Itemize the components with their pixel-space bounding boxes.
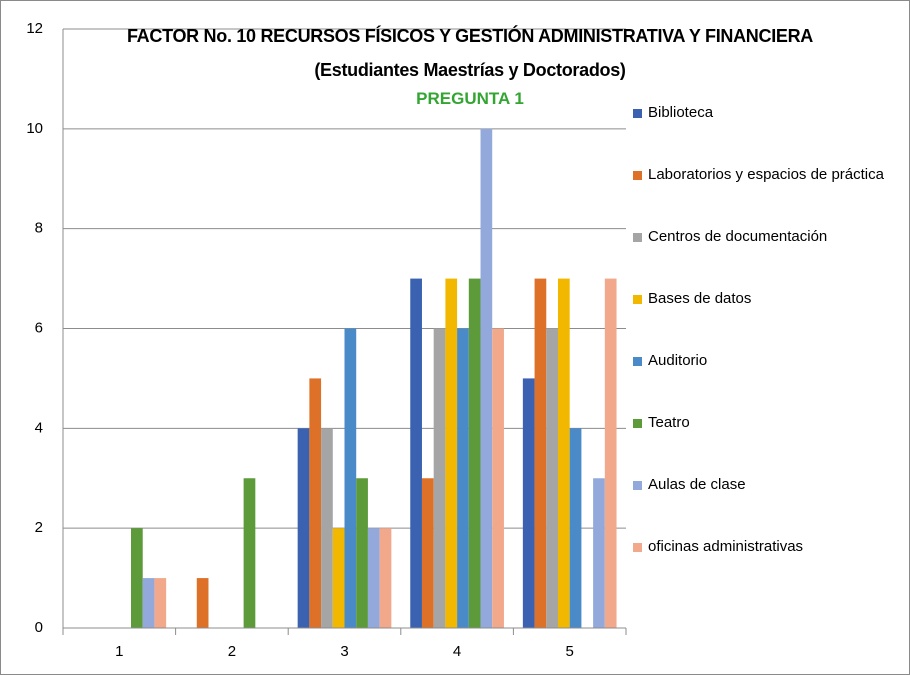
bar	[433, 328, 446, 628]
legend-swatch	[633, 419, 642, 428]
bar	[131, 528, 143, 628]
bar	[297, 428, 310, 628]
bar	[344, 328, 357, 628]
bar	[522, 378, 535, 628]
legend-item: Laboratorios y espacios de práctica	[633, 163, 903, 187]
bar	[379, 528, 392, 628]
y-tick-label: 8	[35, 220, 43, 237]
legend-label: Centros de documentación	[648, 228, 828, 245]
bar	[196, 578, 209, 628]
bar	[142, 578, 155, 628]
bar	[421, 478, 434, 628]
bar	[309, 378, 322, 628]
legend-item: Teatro	[633, 411, 903, 435]
bar	[457, 328, 469, 628]
bar	[154, 578, 167, 628]
y-tick-label: 2	[35, 519, 43, 536]
legend-item: oficinas administrativas	[633, 535, 903, 559]
bar	[367, 528, 380, 628]
y-tick-label: 4	[35, 419, 43, 436]
legend-swatch	[633, 171, 642, 180]
legend-label: Bases de datos	[648, 290, 752, 307]
x-tick-label: 5	[566, 643, 574, 660]
bar	[557, 278, 570, 628]
legend-swatch	[633, 357, 642, 366]
bar	[445, 278, 458, 628]
bar	[534, 278, 547, 628]
chart-title: FACTOR No. 10 RECURSOS FÍSICOS Y GESTIÓN…	[126, 26, 814, 80]
x-tick-label: 3	[340, 643, 348, 660]
legend-swatch	[633, 233, 642, 242]
bar	[243, 478, 256, 628]
bar	[410, 278, 422, 628]
bar	[332, 528, 345, 628]
legend-item: Auditorio	[633, 349, 903, 373]
legend-swatch	[633, 295, 642, 304]
chart-subtitle: PREGUNTA 1	[416, 89, 524, 108]
y-tick-label: 12	[26, 20, 43, 37]
legend-item: Bases de datos	[633, 287, 903, 311]
legend-item: Aulas de clase	[633, 473, 903, 497]
bar	[593, 478, 605, 628]
legend-label: Laboratorios y espacios de práctica	[648, 166, 884, 183]
x-tick-label: 4	[453, 643, 461, 660]
x-tick-label: 2	[228, 643, 236, 660]
bar	[604, 278, 617, 628]
bar	[356, 478, 368, 628]
bar	[492, 328, 504, 628]
bar	[569, 428, 582, 628]
legend-label: Biblioteca	[648, 104, 714, 121]
legend-item: Biblioteca	[633, 101, 903, 125]
legend-label: Teatro	[648, 414, 690, 431]
legend-label: Auditorio	[648, 352, 708, 369]
bar	[546, 328, 558, 628]
legend-label: Aulas de clase	[648, 476, 746, 493]
legend-label: oficinas administrativas	[648, 538, 804, 555]
legend-swatch	[633, 543, 642, 552]
legend-swatch	[633, 481, 642, 490]
legend-item: Centros de documentación	[633, 225, 903, 249]
x-tick-label: 1	[115, 643, 123, 660]
bar	[468, 278, 481, 628]
legend-swatch	[633, 109, 642, 118]
bar	[480, 128, 493, 628]
y-tick-label: 10	[26, 120, 43, 137]
y-tick-label: 6	[35, 319, 43, 336]
bar	[321, 428, 333, 628]
y-tick-label: 0	[35, 619, 43, 636]
